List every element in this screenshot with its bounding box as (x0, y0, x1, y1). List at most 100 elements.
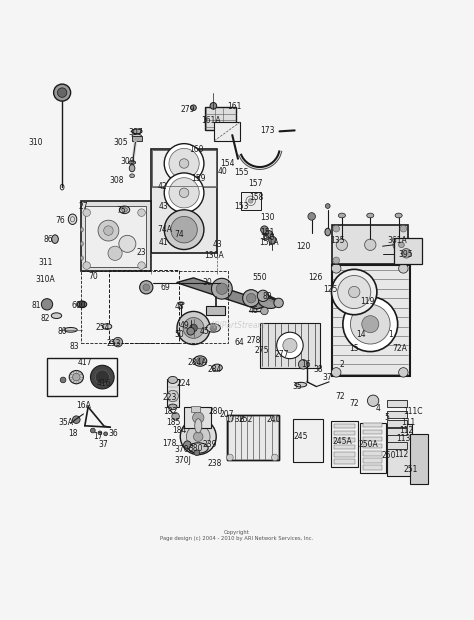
Text: 305: 305 (114, 138, 128, 147)
Bar (227, 415, 279, 460)
Circle shape (248, 198, 253, 203)
Text: 308: 308 (109, 175, 124, 185)
Text: 74A: 74A (158, 225, 173, 234)
Text: 252: 252 (238, 415, 253, 424)
Text: 43: 43 (212, 241, 222, 249)
Circle shape (365, 239, 376, 250)
Bar (293, 418, 323, 462)
Bar (363, 466, 382, 470)
Text: 253: 253 (107, 339, 121, 348)
Text: 1: 1 (388, 330, 393, 339)
Text: 30: 30 (203, 278, 212, 287)
Circle shape (138, 209, 146, 216)
Circle shape (367, 395, 379, 407)
Text: 37: 37 (323, 373, 333, 382)
Circle shape (172, 412, 179, 420)
Circle shape (246, 293, 256, 303)
Circle shape (274, 298, 283, 308)
Circle shape (79, 301, 85, 307)
Circle shape (362, 316, 379, 333)
Ellipse shape (122, 208, 128, 212)
Text: 130A: 130A (204, 251, 224, 260)
Text: 74: 74 (174, 230, 184, 239)
Circle shape (272, 454, 278, 461)
Text: 380: 380 (188, 443, 203, 453)
Text: 14: 14 (356, 330, 365, 339)
Bar (227, 415, 279, 460)
Circle shape (193, 432, 203, 441)
Text: 43: 43 (159, 203, 169, 211)
Ellipse shape (212, 364, 222, 371)
Bar (241, 192, 261, 210)
Text: 417: 417 (78, 358, 92, 368)
Circle shape (187, 327, 194, 335)
Circle shape (333, 257, 339, 264)
Circle shape (299, 360, 308, 369)
Bar (152, 150, 216, 187)
Circle shape (108, 246, 122, 260)
Circle shape (337, 275, 371, 309)
Circle shape (164, 144, 204, 184)
Circle shape (227, 415, 233, 422)
Circle shape (113, 337, 123, 347)
Text: 157: 157 (249, 179, 263, 188)
Text: 309: 309 (120, 157, 135, 166)
Bar (334, 445, 355, 450)
Bar (331, 225, 408, 264)
Ellipse shape (68, 214, 77, 224)
Text: 86: 86 (43, 234, 53, 244)
Text: 23: 23 (137, 248, 146, 257)
Text: 250A: 250A (358, 440, 378, 450)
Text: 158: 158 (249, 193, 263, 202)
Text: 2: 2 (339, 360, 344, 369)
Bar (363, 437, 382, 441)
Text: 35: 35 (292, 382, 302, 391)
Circle shape (83, 262, 91, 269)
Text: 238: 238 (207, 459, 221, 468)
Ellipse shape (128, 161, 136, 164)
Bar (330, 420, 358, 467)
Ellipse shape (130, 174, 135, 178)
Text: 64: 64 (235, 338, 244, 347)
Bar (85, 206, 146, 267)
Text: 111: 111 (401, 418, 415, 427)
Circle shape (269, 236, 276, 244)
Text: 37: 37 (99, 440, 109, 450)
Text: 151: 151 (261, 228, 275, 236)
Circle shape (277, 332, 303, 359)
Text: 38: 38 (313, 365, 323, 374)
Text: 18: 18 (68, 429, 77, 438)
Ellipse shape (119, 206, 130, 213)
Circle shape (91, 365, 114, 389)
Text: 178: 178 (163, 439, 177, 448)
Text: 154: 154 (220, 159, 235, 168)
Circle shape (179, 188, 189, 198)
Bar (81, 202, 151, 271)
Circle shape (401, 249, 411, 258)
Circle shape (60, 377, 66, 383)
Text: 76: 76 (55, 216, 64, 224)
Bar (387, 420, 407, 427)
Ellipse shape (295, 383, 307, 387)
Text: 224: 224 (177, 379, 191, 388)
Ellipse shape (81, 256, 83, 260)
Text: 82: 82 (41, 314, 50, 322)
Bar (214, 122, 240, 141)
Text: 153: 153 (235, 202, 249, 211)
Text: 416: 416 (97, 379, 111, 388)
Text: 112: 112 (394, 450, 409, 459)
Circle shape (183, 441, 191, 448)
Text: 361A: 361A (388, 236, 408, 244)
Circle shape (216, 283, 228, 294)
Text: 81: 81 (31, 301, 41, 310)
Bar (387, 410, 407, 418)
Circle shape (331, 269, 377, 315)
Text: 70: 70 (88, 272, 98, 281)
Text: 42: 42 (157, 182, 167, 191)
Text: 83: 83 (69, 342, 79, 351)
Text: 89: 89 (263, 292, 273, 301)
Circle shape (180, 418, 216, 454)
Text: 370C: 370C (174, 445, 194, 454)
Circle shape (83, 209, 91, 216)
Text: 279: 279 (180, 105, 195, 113)
